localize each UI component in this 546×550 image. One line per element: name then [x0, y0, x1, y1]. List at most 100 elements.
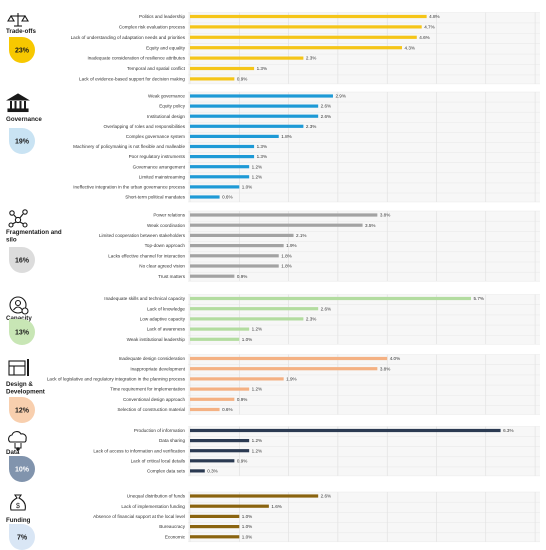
bar-label: Lack of knowledge: [147, 306, 185, 311]
bar-value: 4.8%: [429, 14, 439, 19]
bar: [190, 77, 235, 81]
bar-value: 3.8%: [380, 213, 390, 218]
bar-value: 1.0%: [242, 524, 252, 529]
bar: [190, 449, 250, 453]
share-value: 13%: [15, 330, 30, 337]
money-bag-icon: $: [10, 494, 26, 511]
bar: [190, 327, 250, 331]
share-badge: [9, 397, 35, 423]
bar-label: Production of information: [134, 428, 186, 433]
bar-label: Lack of evidence-based support for decis…: [79, 77, 185, 82]
bar-value: 1.0%: [242, 337, 252, 342]
bar-label: Overlapping of roles and responsibilitie…: [104, 124, 186, 129]
bar-label: Complex data sets: [147, 469, 186, 474]
bar-label: Lack of critical local details: [131, 458, 186, 463]
bar: [190, 317, 304, 321]
bar-label: Limited mainstreaming: [139, 174, 186, 179]
bar-value: 1.8%: [281, 264, 291, 269]
bar: [190, 124, 304, 128]
bar-label: Conventional design approach: [123, 397, 186, 402]
government-building-icon: [6, 93, 30, 113]
bar: [190, 264, 279, 268]
bar-value: 1.0%: [242, 185, 252, 190]
bar-label: Selection of construction material: [117, 407, 185, 412]
share-value: 7%: [17, 535, 28, 542]
bar-value: 1.6%: [271, 504, 281, 509]
bar: [190, 387, 250, 391]
design-icon: [8, 359, 29, 376]
bar: [190, 296, 472, 301]
bar: [190, 377, 284, 381]
category-name: Data: [6, 449, 20, 456]
bar-label: Temporal and spatial conflict: [127, 66, 186, 71]
bar-label: Weak governance: [148, 94, 185, 99]
bar: [190, 175, 250, 179]
bar-label: Lack of implementation funding: [121, 504, 185, 509]
bar-label: Trust matters: [158, 274, 186, 279]
bar: [190, 459, 235, 463]
bar: [190, 213, 378, 217]
bar: [190, 56, 304, 60]
bar: [190, 525, 240, 529]
bar-value: 0.9%: [237, 77, 247, 82]
share-value: 19%: [15, 139, 30, 146]
bar: [190, 407, 220, 412]
bar-label: Lack of access to information and verifi…: [93, 448, 185, 453]
bar-label: Inadequate design consideration: [119, 356, 186, 361]
bar: [190, 25, 422, 29]
share-badge: [9, 524, 35, 550]
bar-value: 1.2%: [252, 327, 262, 332]
category-name: Capacity: [6, 315, 32, 322]
category-name: Trade-offs: [6, 28, 36, 35]
bar: [190, 165, 250, 169]
bar: [190, 254, 279, 258]
bar-value: 1.2%: [252, 448, 262, 453]
bar-value: 0.9%: [237, 458, 247, 463]
bar: [190, 504, 269, 508]
bar: [190, 94, 333, 98]
bar: [190, 35, 417, 39]
bar-label: Lack of understanding of adaptation need…: [71, 35, 186, 40]
bar-value: 0.6%: [222, 195, 232, 200]
category-name: Governance: [6, 116, 42, 123]
bar-label: Complex governance system: [126, 134, 185, 139]
bar-value: 0.3%: [207, 469, 217, 474]
bar-label: Complex risk evaluation process: [119, 25, 186, 30]
bar-value: 1.0%: [242, 514, 252, 519]
svg-text:$: $: [16, 503, 20, 510]
bar-value: 0.9%: [237, 274, 247, 279]
bar-label: Absence of financial support at the loca…: [93, 514, 185, 519]
bar-value: 3.5%: [365, 223, 375, 228]
bar-label: Data sharing: [159, 438, 185, 443]
bar: [190, 337, 240, 341]
bar-value: 1.2%: [252, 387, 262, 392]
bar-label: Inappropriate development: [130, 366, 185, 371]
bar: [190, 14, 427, 19]
bar-label: Top-down approach: [145, 243, 186, 248]
bar-value: 1.8%: [281, 253, 291, 258]
bar-label: Bureaucracy: [159, 524, 185, 529]
bar-value: 1.3%: [257, 66, 267, 71]
bar-label: Inadequate skills and technical capacity: [104, 296, 185, 301]
bar-value: 4.6%: [419, 35, 429, 40]
bar-value: 1.0%: [242, 534, 252, 539]
bar-label: Lacks effective channel for interaction: [108, 253, 185, 258]
share-value: 23%: [15, 48, 30, 55]
bar: [190, 155, 255, 159]
bar: [190, 397, 235, 401]
bar-value: 5.7%: [474, 296, 484, 301]
bar-label: Equity and equality: [146, 45, 186, 50]
network-icon: [8, 209, 28, 228]
bar: [190, 223, 363, 227]
bar-value: 2.6%: [321, 114, 331, 119]
share-badge: [9, 37, 35, 63]
bar-value: 4.7%: [424, 25, 434, 30]
bar: [190, 134, 279, 138]
bar-value: 0.6%: [222, 407, 232, 412]
bar-value: 2.9%: [335, 94, 345, 99]
bar-value: 1.9%: [286, 377, 296, 382]
bar-label: Economic: [165, 534, 186, 539]
bar-value: 1.2%: [252, 164, 262, 169]
bar-label: Institutional design: [147, 114, 185, 119]
